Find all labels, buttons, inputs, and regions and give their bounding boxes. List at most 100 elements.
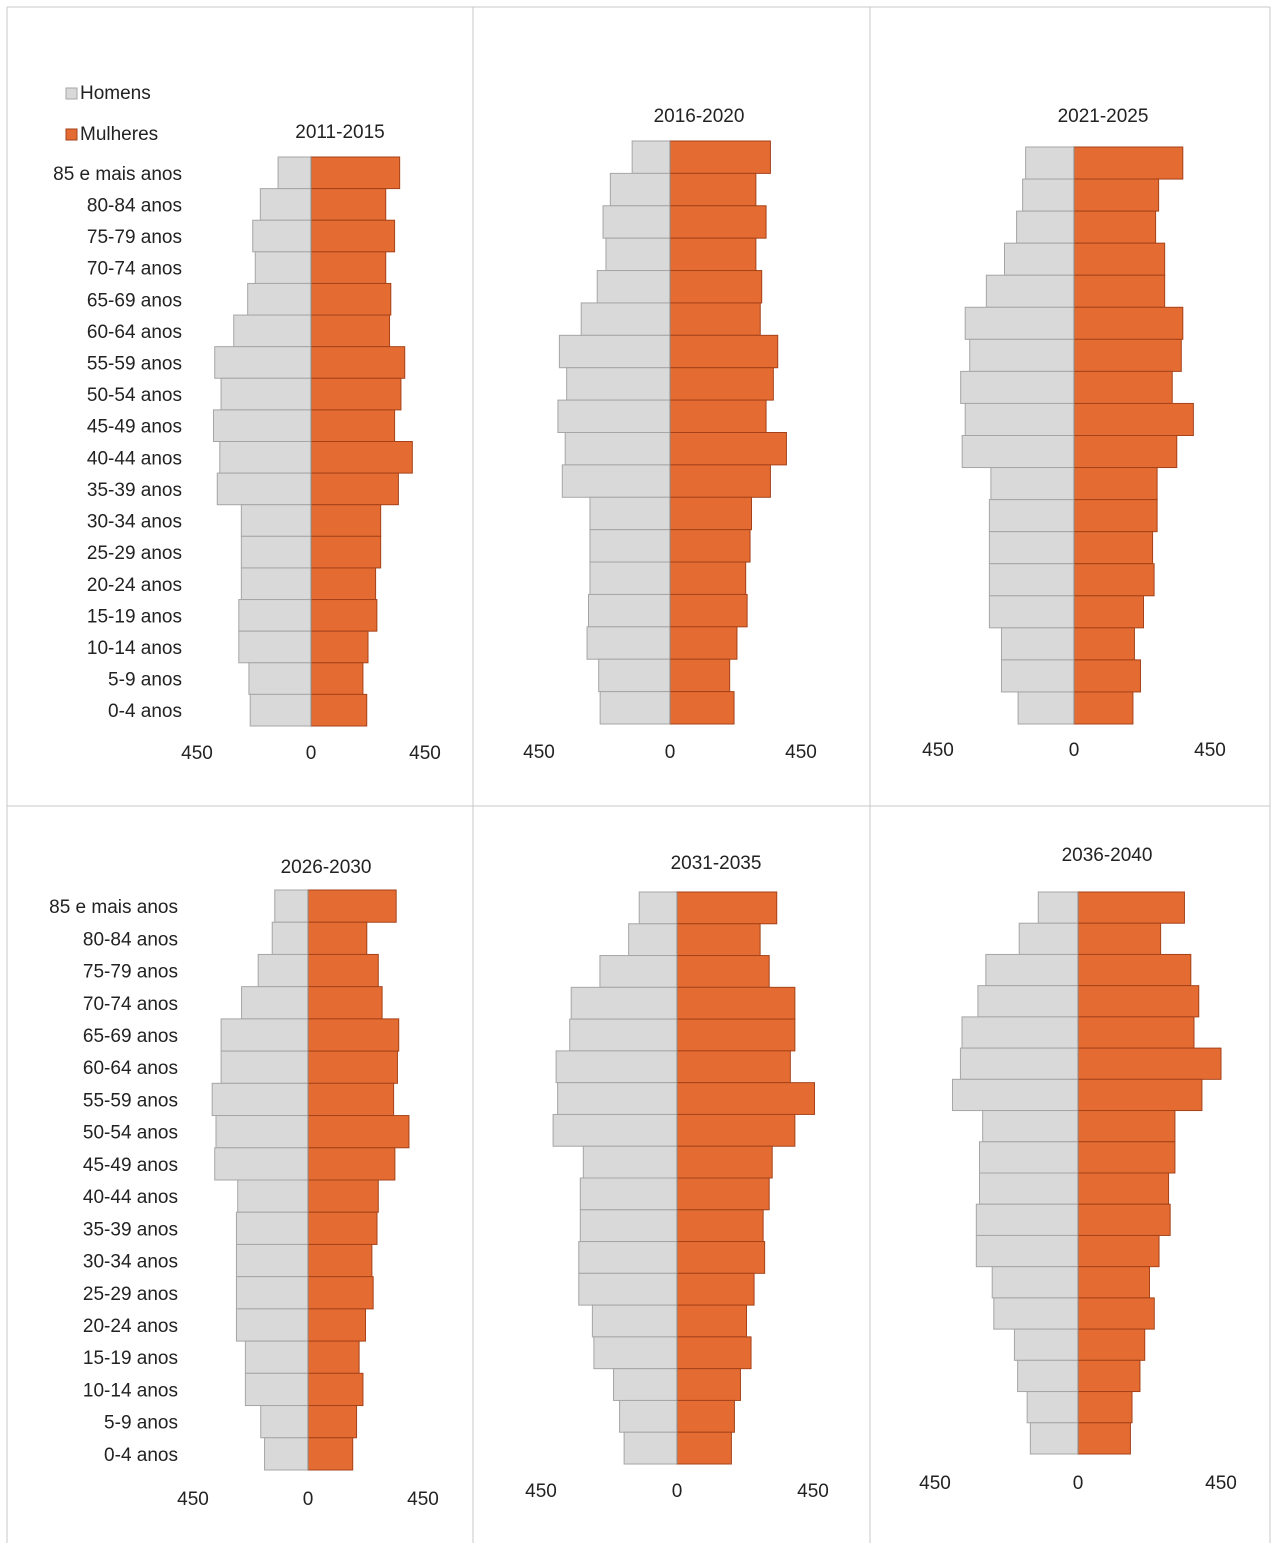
bar-mulheres <box>310 346 406 379</box>
bar-homens <box>238 599 312 632</box>
bar-homens <box>237 1179 309 1213</box>
bar-mulheres <box>1073 531 1154 565</box>
bar-homens <box>264 1437 309 1471</box>
category-label: 0-4 anos <box>104 1445 178 1466</box>
bar-mulheres <box>307 1179 379 1213</box>
bar-mulheres <box>1077 1328 1146 1361</box>
bar-homens <box>215 1115 309 1149</box>
bar-mulheres <box>310 314 391 348</box>
bar-mulheres <box>1073 306 1184 340</box>
bar-mulheres <box>1073 274 1166 308</box>
bar-mulheres <box>669 626 738 660</box>
bar-homens <box>235 1211 309 1245</box>
category-label: 60-64 anos <box>87 322 182 343</box>
bar-mulheres <box>310 567 377 601</box>
bar-mulheres <box>307 1050 398 1084</box>
bar-homens <box>609 172 671 207</box>
bar-homens <box>599 955 678 988</box>
bar-homens <box>216 472 312 506</box>
legend-swatch <box>65 128 78 141</box>
bar-mulheres <box>310 535 382 569</box>
bar-homens <box>566 367 671 401</box>
bar-homens <box>959 1047 1079 1080</box>
bar-mulheres <box>307 1211 378 1245</box>
bar-homens <box>244 1372 309 1407</box>
bar-mulheres <box>676 1050 791 1084</box>
bar-mulheres <box>676 891 778 925</box>
bar-mulheres <box>307 921 368 955</box>
bar-homens <box>248 662 312 695</box>
x-tick-label: 450 <box>797 1481 829 1502</box>
bar-homens <box>233 314 312 348</box>
bar-homens <box>1025 146 1075 180</box>
bar-homens <box>605 237 671 272</box>
bar-mulheres <box>307 1437 354 1471</box>
bar-homens <box>960 370 1075 404</box>
bar-homens <box>988 563 1075 597</box>
bar-mulheres <box>310 409 396 442</box>
bar-homens <box>235 1243 309 1278</box>
bar-mulheres <box>1073 435 1178 469</box>
x-tick-label: 450 <box>181 743 213 764</box>
legend-item-mulheres: Mulheres <box>65 124 158 145</box>
category-label: 5-9 anos <box>108 670 182 691</box>
bar-mulheres <box>307 1405 358 1439</box>
bar-homens <box>964 402 1075 437</box>
bar-homens <box>578 1272 678 1306</box>
chart-title: 2021-2025 <box>1058 106 1149 127</box>
category-label: 15-19 anos <box>83 1348 178 1369</box>
bar-homens <box>951 1078 1079 1112</box>
bar-homens <box>964 306 1075 340</box>
bar-homens <box>1022 178 1075 212</box>
bar-homens <box>254 251 312 284</box>
legend-item-homens: Homens <box>65 83 151 104</box>
bar-mulheres <box>669 529 751 563</box>
bar-mulheres <box>676 1272 755 1306</box>
bar-mulheres <box>307 1308 366 1342</box>
bar-mulheres <box>307 1276 374 1310</box>
bar-homens <box>975 1234 1079 1268</box>
bar-mulheres <box>307 1147 396 1181</box>
chart-title: 2031-2035 <box>671 853 762 874</box>
bar-homens <box>1017 1359 1079 1393</box>
x-tick-label: 450 <box>785 742 817 763</box>
category-label: 70-74 anos <box>83 994 178 1015</box>
bar-homens <box>978 1172 1079 1205</box>
bar-mulheres <box>669 496 753 531</box>
bar-homens <box>561 464 671 498</box>
bar-mulheres <box>676 986 796 1020</box>
bar-mulheres <box>676 1368 741 1401</box>
category-label: 50-54 anos <box>83 1123 178 1144</box>
bar-mulheres <box>307 953 379 988</box>
bar-mulheres <box>307 1082 395 1117</box>
bar-mulheres <box>310 472 399 506</box>
bar-homens <box>564 432 671 466</box>
bar-mulheres <box>1077 1391 1133 1424</box>
bar-mulheres <box>1073 370 1173 404</box>
bar-mulheres <box>1073 242 1166 276</box>
legend-label: Mulheres <box>80 124 158 145</box>
bar-homens <box>586 626 671 660</box>
bar-homens <box>240 504 312 537</box>
category-label: 50-54 anos <box>87 385 182 406</box>
bar-homens <box>552 1113 678 1147</box>
bar-mulheres <box>676 1336 752 1370</box>
bar-homens <box>580 302 671 336</box>
bar-mulheres <box>1073 338 1182 372</box>
bar-mulheres <box>307 889 397 923</box>
bar-mulheres <box>669 432 787 466</box>
bar-mulheres <box>676 1113 796 1147</box>
bar-homens <box>247 282 312 316</box>
bar-homens <box>596 270 671 304</box>
bar-mulheres <box>669 334 779 369</box>
bar-mulheres <box>1077 1047 1222 1080</box>
category-label: 30-34 anos <box>87 512 182 533</box>
bar-mulheres <box>310 504 382 537</box>
bar-homens <box>985 274 1075 308</box>
category-label: 0-4 anos <box>108 701 182 722</box>
pyramid-chart-2011-2015: 2011-2015 85 e mais anos 80-84 anos 75-79 a… <box>53 122 441 764</box>
bar-mulheres <box>1073 563 1155 597</box>
bar-homens <box>1029 1422 1079 1455</box>
bar-homens <box>220 1050 309 1084</box>
bar-homens <box>557 399 671 434</box>
